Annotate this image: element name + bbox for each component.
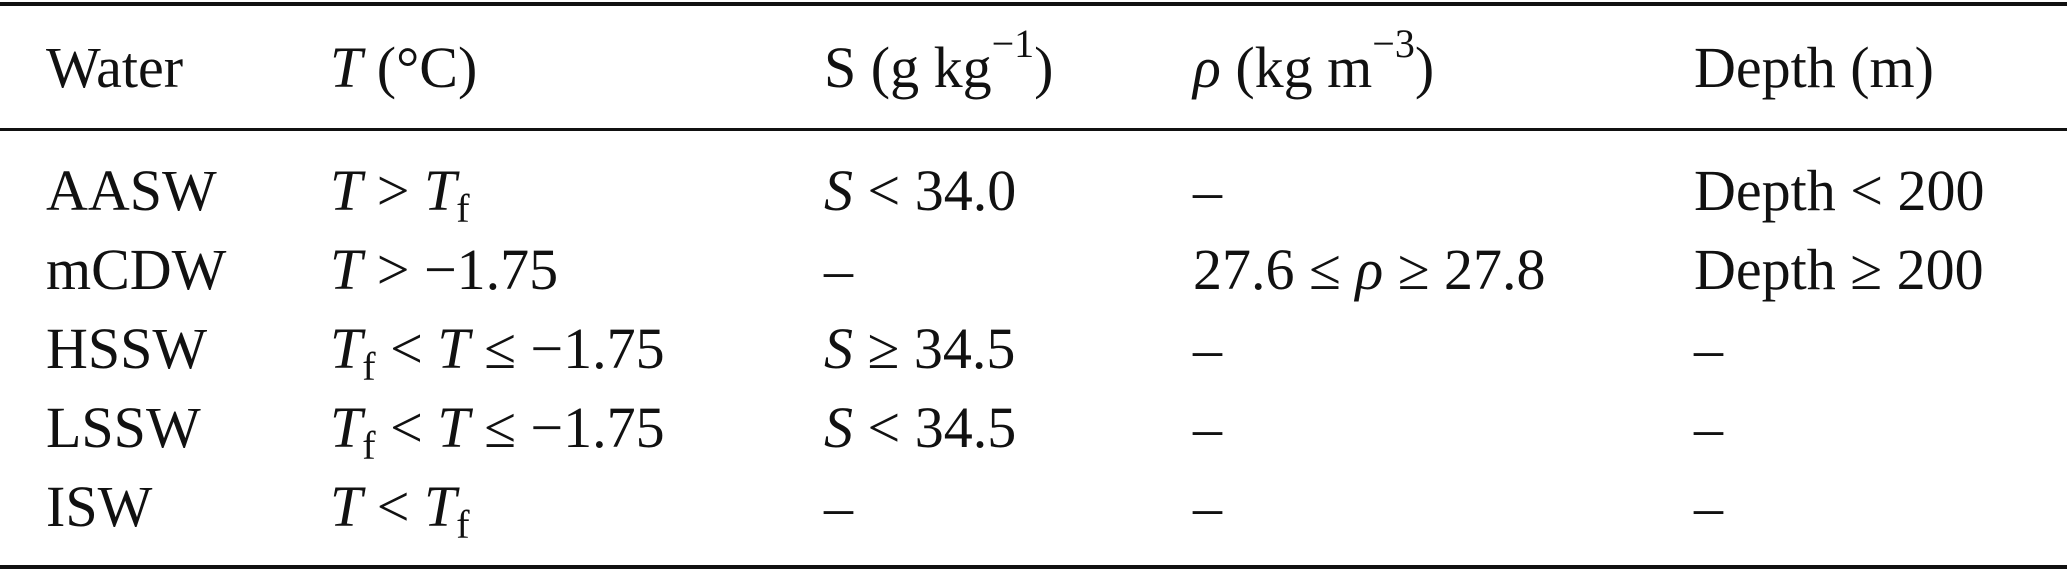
header-depth: Depth (m) bbox=[1694, 39, 1934, 97]
cell-text: (°C) bbox=[362, 35, 478, 100]
cell-depth: – bbox=[1694, 320, 1723, 378]
cell-temperature: T < Tf bbox=[330, 478, 470, 545]
cell-text: T bbox=[423, 474, 457, 539]
cell-density: – bbox=[1193, 162, 1222, 220]
cell-text: – bbox=[824, 237, 853, 302]
cell-text: – bbox=[1193, 316, 1222, 381]
cell-text: T bbox=[437, 316, 470, 381]
cell-salinity: – bbox=[824, 241, 853, 299]
header-density: ρ (kg m−3) bbox=[1193, 24, 1434, 97]
cell-text: S bbox=[824, 316, 853, 381]
cell-text: Water bbox=[46, 35, 184, 100]
cell-text: T bbox=[437, 395, 470, 460]
cell-text: ) bbox=[1414, 35, 1435, 100]
cell-density: – bbox=[1193, 399, 1222, 457]
cell-depth: Depth < 200 bbox=[1694, 162, 1984, 220]
cell-text: ≤ −1.75 bbox=[469, 316, 665, 381]
subscript: f bbox=[456, 186, 470, 231]
cell-depth: – bbox=[1694, 399, 1723, 457]
cell-text: ≥ 34.5 bbox=[853, 316, 1016, 381]
cell-text: ≤ −1.75 bbox=[469, 395, 665, 460]
cell-text: > −1.75 bbox=[362, 237, 559, 302]
cell-text: ISW bbox=[46, 474, 153, 539]
cell-text: mCDW bbox=[46, 237, 227, 302]
cell-salinity: S ≥ 34.5 bbox=[824, 320, 1015, 378]
header-rule bbox=[0, 128, 2067, 131]
cell-text: – bbox=[1694, 316, 1723, 381]
cell-salinity: S < 34.0 bbox=[824, 162, 1016, 220]
cell-text: LSSW bbox=[46, 395, 201, 460]
superscript: −3 bbox=[1372, 21, 1415, 66]
cell-text: T bbox=[330, 158, 363, 223]
bottom-rule bbox=[0, 565, 2067, 569]
cell-text: < 34.5 bbox=[853, 395, 1017, 460]
cell-temperature: T > Tf bbox=[330, 162, 470, 229]
cell-text: < bbox=[375, 316, 438, 381]
header-salinity: S (g kg−1) bbox=[824, 24, 1053, 97]
cell-density: 27.6 ≤ ρ ≥ 27.8 bbox=[1193, 241, 1546, 299]
cell-water: LSSW bbox=[46, 399, 201, 457]
header-temperature: T (°C) bbox=[330, 39, 477, 97]
cell-text: AASW bbox=[46, 158, 217, 223]
cell-text: T bbox=[330, 474, 363, 539]
cell-text: 27.6 ≤ bbox=[1193, 237, 1356, 302]
cell-text: ρ bbox=[1355, 237, 1384, 302]
cell-text: < 34.0 bbox=[853, 158, 1017, 223]
cell-text: HSSW bbox=[46, 316, 208, 381]
cell-text: < bbox=[375, 395, 438, 460]
cell-text: T bbox=[330, 237, 363, 302]
cell-depth: Depth ≥ 200 bbox=[1694, 241, 1984, 299]
cell-text: < bbox=[362, 474, 424, 539]
cell-text: S bbox=[824, 395, 853, 460]
cell-text: – bbox=[1694, 474, 1723, 539]
cell-text: – bbox=[1193, 395, 1222, 460]
cell-water: ISW bbox=[46, 478, 152, 536]
cell-water: AASW bbox=[46, 162, 217, 220]
cell-salinity: S < 34.5 bbox=[824, 399, 1016, 457]
cell-text: (kg m bbox=[1220, 35, 1373, 100]
cell-depth: – bbox=[1694, 478, 1723, 536]
cell-text: – bbox=[1193, 474, 1222, 539]
cell-text: T bbox=[330, 316, 363, 381]
cell-water: HSSW bbox=[46, 320, 207, 378]
cell-text: Depth ≥ 200 bbox=[1694, 237, 1984, 302]
cell-salinity: – bbox=[824, 478, 853, 536]
cell-text: – bbox=[1694, 395, 1723, 460]
cell-text: S bbox=[824, 158, 853, 223]
top-rule bbox=[0, 2, 2067, 6]
cell-density: – bbox=[1193, 478, 1222, 536]
header-water: Water bbox=[46, 39, 183, 97]
cell-text: S (g kg bbox=[824, 35, 992, 100]
cell-text: ρ bbox=[1193, 35, 1221, 100]
cell-text: ) bbox=[1034, 35, 1054, 100]
cell-temperature: Tf < T ≤ −1.75 bbox=[330, 320, 665, 387]
cell-text: ≥ 27.8 bbox=[1383, 237, 1546, 302]
cell-text: T bbox=[423, 158, 457, 223]
cell-text: T bbox=[330, 35, 363, 100]
cell-temperature: T > −1.75 bbox=[330, 241, 558, 299]
cell-water: mCDW bbox=[46, 241, 226, 299]
cell-text: Depth (m) bbox=[1694, 35, 1934, 100]
cell-text: T bbox=[330, 395, 363, 460]
cell-text: Depth < 200 bbox=[1694, 158, 1985, 223]
superscript: −1 bbox=[991, 21, 1035, 66]
cell-text: – bbox=[824, 474, 853, 539]
cell-text: – bbox=[1193, 158, 1222, 223]
subscript: f bbox=[362, 423, 376, 468]
subscript: f bbox=[362, 344, 376, 389]
subscript: f bbox=[456, 502, 470, 547]
cell-temperature: Tf < T ≤ −1.75 bbox=[330, 399, 665, 466]
cell-text: > bbox=[362, 158, 424, 223]
cell-density: – bbox=[1193, 320, 1222, 378]
